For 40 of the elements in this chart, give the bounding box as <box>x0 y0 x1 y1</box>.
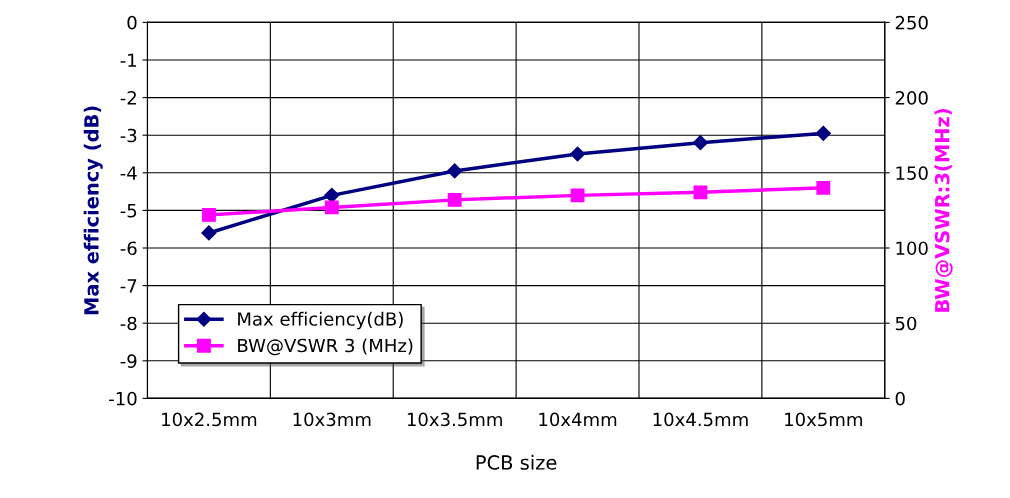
x-tick-label: 10x4mm <box>539 412 617 427</box>
y2-tick-label: 150 <box>896 166 928 180</box>
point <box>447 192 462 207</box>
y-tick-label: -1 <box>120 53 137 67</box>
y-tick-label: -7 <box>120 279 137 293</box>
point <box>569 146 586 162</box>
y2-tick-label: 100 <box>896 241 928 256</box>
x-tick-label: 10x3.5mm <box>407 412 502 427</box>
point <box>815 125 831 141</box>
y2-tick-label: 50 <box>895 316 917 331</box>
x-axis-title: PCB size <box>476 454 557 470</box>
point <box>324 200 339 215</box>
point <box>447 163 463 179</box>
point <box>201 225 217 241</box>
y-axis-title: Max efficiency (dB) <box>83 106 103 315</box>
point <box>201 207 216 222</box>
x-tick-label: 10x3mm <box>293 412 371 427</box>
y-tick-label: -8 <box>120 316 137 331</box>
legend-label: BW@VSWR 3 (MHz) <box>238 338 413 356</box>
x-tick-label: 10x4.5mm <box>653 412 748 427</box>
y2-tick-label: 200 <box>895 91 928 105</box>
point <box>816 180 831 195</box>
y2-axis-title: BW@VSWR:3(MHz) <box>934 109 953 312</box>
y-tick-label: -6 <box>120 241 137 256</box>
point <box>693 185 708 200</box>
y-tick-label: -4 <box>120 166 137 180</box>
point <box>324 187 340 203</box>
y2-tick-label: 0 <box>895 391 905 406</box>
y-tick-label: -10 <box>109 391 137 406</box>
y-tick-label: -9 <box>120 354 137 368</box>
point <box>570 188 585 203</box>
y-tick-label: -3 <box>120 128 137 143</box>
y2-tick-label: 250 <box>895 15 928 30</box>
point <box>692 135 709 151</box>
x-tick-label: 10x5mm <box>785 412 862 427</box>
y-tick-label: -5 <box>120 204 137 218</box>
x-tick-label: 10x2.5mm <box>162 412 257 427</box>
y-tick-label: -2 <box>120 91 136 105</box>
legend-label: Max efficiency(dB) <box>238 311 403 330</box>
y-tick-label: 0 <box>127 15 137 30</box>
